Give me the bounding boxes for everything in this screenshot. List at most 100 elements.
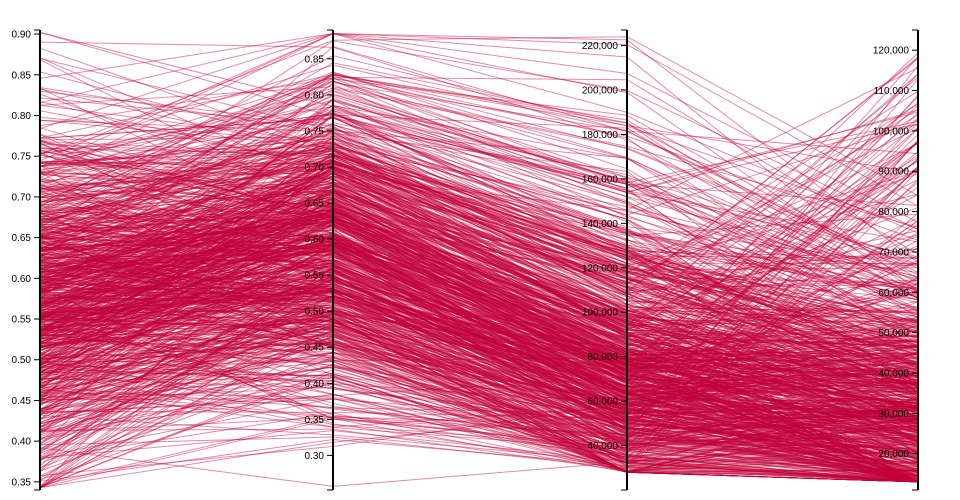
data-line [39, 259, 919, 401]
data-line [39, 227, 919, 472]
data-line [39, 333, 919, 483]
data-line [39, 290, 919, 440]
data-line [39, 310, 919, 438]
tick-label: 0.85 [12, 70, 32, 81]
data-line [39, 235, 919, 418]
data-line [39, 164, 919, 473]
data-line [39, 141, 919, 415]
data-line [39, 180, 919, 409]
data-line [39, 313, 919, 422]
data-line [39, 289, 919, 466]
data-line [39, 113, 919, 344]
data-line [39, 142, 919, 366]
data-line [39, 283, 919, 482]
data-line [39, 293, 919, 437]
data-line [39, 436, 919, 483]
data-line [39, 187, 919, 483]
data-line [39, 412, 919, 472]
data-line [39, 220, 919, 462]
data-line [39, 325, 919, 394]
data-line [39, 119, 919, 371]
data-line [39, 237, 919, 420]
data-line [39, 318, 919, 483]
data-line [39, 279, 919, 395]
data-line [39, 291, 919, 424]
data-line [39, 245, 919, 415]
data-line [39, 320, 919, 437]
data-line [39, 188, 919, 408]
data-line [39, 124, 919, 322]
data-line [39, 248, 919, 409]
data-line [39, 189, 919, 325]
data-line [39, 234, 919, 460]
data-line [39, 294, 919, 419]
data-line [39, 275, 919, 483]
data-line [39, 322, 919, 472]
data-line [39, 233, 919, 405]
data-line [39, 351, 919, 468]
data-line [39, 154, 919, 332]
data-line [39, 146, 919, 278]
data-line [39, 185, 919, 281]
data-line [39, 244, 919, 483]
data-line [39, 228, 919, 465]
data-line [39, 221, 919, 405]
data-line [39, 261, 919, 445]
data-line [39, 216, 919, 405]
data-line [39, 96, 919, 390]
data-line [39, 240, 919, 483]
data-line [39, 218, 919, 372]
data-line [39, 182, 919, 363]
data-line [39, 100, 919, 331]
data-line [39, 183, 919, 459]
data-line [39, 237, 919, 483]
data-line [39, 113, 919, 365]
data-line [39, 201, 919, 342]
data-line [39, 148, 919, 330]
data-line [39, 278, 919, 455]
data-line [39, 221, 919, 385]
data-line [39, 333, 919, 460]
data-line [39, 178, 919, 387]
data-line [39, 209, 919, 313]
data-line [39, 159, 919, 454]
data-line [39, 364, 919, 471]
data-line [39, 170, 919, 443]
data-line [39, 102, 919, 327]
data-line [39, 133, 919, 318]
data-line [39, 211, 919, 392]
data-line [39, 247, 919, 435]
data-line [39, 298, 919, 442]
data-line [39, 256, 919, 422]
data-line [39, 240, 919, 434]
data-line [39, 256, 919, 370]
tick-label: 0.45 [305, 343, 325, 354]
data-line [39, 112, 919, 392]
data-line [39, 212, 919, 384]
data-line [39, 99, 919, 376]
data-line [39, 273, 919, 472]
data-line [39, 310, 919, 483]
data-line [39, 136, 919, 292]
data-line [39, 207, 919, 436]
data-line [39, 168, 919, 324]
data-line [39, 248, 919, 418]
data-line [39, 82, 919, 335]
data-line [39, 201, 919, 463]
data-line [39, 187, 919, 365]
data-line [39, 193, 919, 351]
data-line [39, 278, 919, 483]
data-line [39, 302, 919, 394]
data-line [39, 161, 919, 346]
data-line [39, 242, 919, 442]
data-line [39, 173, 919, 482]
data-line [39, 383, 919, 483]
data-line [39, 359, 919, 483]
data-line [39, 149, 919, 467]
data-line [39, 112, 919, 364]
data-line [39, 143, 919, 286]
data-line [39, 240, 919, 410]
data-line [39, 171, 919, 431]
data-line [39, 127, 919, 380]
data-line [39, 279, 919, 402]
